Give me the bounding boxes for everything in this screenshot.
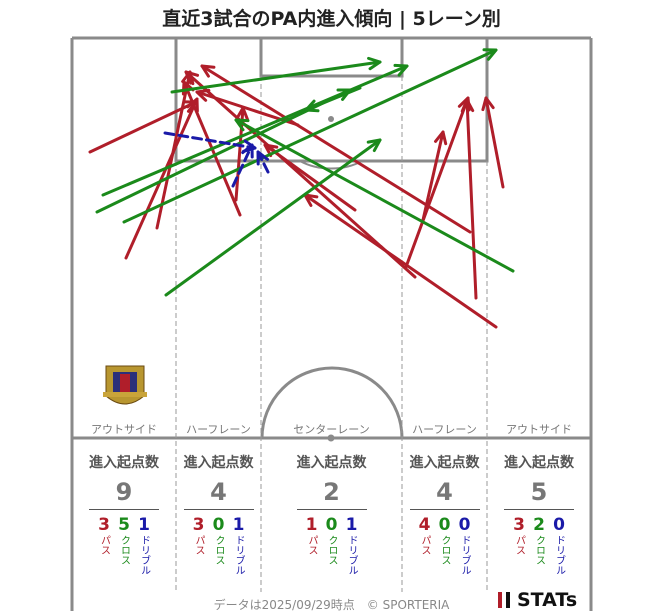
stat-header: 進入起点数	[504, 455, 574, 471]
penalty-arc	[299, 160, 363, 170]
crest-ribbon	[103, 392, 147, 397]
dribble-label: ドリブル	[553, 535, 565, 575]
lane-dividers	[175, 76, 488, 592]
dribble-label: ドリブル	[138, 535, 150, 575]
pass-count: 3	[98, 515, 110, 535]
team-crest	[103, 365, 147, 405]
stat-total: 9	[115, 478, 133, 506]
cross-count: 2	[533, 515, 545, 535]
dribble-count: 1	[345, 515, 358, 535]
stat-total: 4	[210, 478, 227, 506]
pass-label: パス	[419, 535, 430, 555]
pass-count: 3	[513, 515, 525, 535]
stat-header: 進入起点数	[409, 455, 480, 471]
crest-center	[120, 374, 130, 392]
pass-count: 1	[305, 515, 318, 535]
dribble-count: 1	[232, 515, 245, 535]
lane-stats-halfspace-left: 進入起点数 4 3 パス 0 クロス 1 ドリブル	[176, 452, 261, 575]
brand-text: STATs	[517, 589, 578, 611]
dribble-label: ドリブル	[459, 535, 470, 575]
dribble-label: ドリブル	[346, 535, 357, 575]
pass-arrow	[460, 98, 478, 300]
pass-arrow	[124, 97, 199, 260]
penalty-spot	[328, 116, 334, 122]
stat-divider	[504, 509, 574, 510]
cross-label: クロス	[439, 535, 450, 565]
cross-label: クロス	[118, 535, 130, 565]
lane-label-outside-right: アウトサイド	[506, 423, 572, 436]
stat-total: 4	[436, 478, 453, 506]
lane-stats-outside-left: 進入起点数 9 3 パス 5 クロス 1 ドリブル	[72, 452, 176, 575]
dribble-count: 0	[458, 515, 471, 535]
pass-arrow	[421, 130, 448, 222]
lane-stats-halfspace-right: 進入起点数 4 4 パス 0 クロス 0 ドリブル	[402, 452, 487, 575]
cross-label: クロス	[533, 535, 545, 565]
cross-label: クロス	[326, 535, 337, 565]
lane-label-halfspace-right: ハーフレーン	[412, 423, 477, 436]
stat-header: 進入起点数	[89, 455, 159, 471]
cross-arrow	[304, 86, 362, 113]
pass-count: 3	[192, 515, 205, 535]
cross-arrow	[122, 48, 498, 224]
logo-bar-icon	[498, 592, 502, 608]
cross-count: 0	[325, 515, 338, 535]
data-date-footer: データは2025/09/29時点 © SPORTERIA	[213, 598, 450, 612]
cross-count: 5	[118, 515, 130, 535]
logo-bar-icon	[506, 592, 510, 608]
stat-total: 5	[530, 478, 548, 506]
lane-label-halfspace-left: ハーフレーン	[186, 423, 251, 436]
cross-label: クロス	[213, 535, 224, 565]
dribble-count: 1	[138, 515, 150, 535]
pass-label: パス	[98, 535, 110, 555]
entry-arrows	[88, 48, 515, 329]
stats-logo: STATs	[498, 589, 577, 611]
stat-divider	[296, 509, 367, 510]
stat-divider	[409, 509, 480, 510]
pass-label: パス	[193, 535, 204, 555]
lane-stats-outside-right: 進入起点数 5 3 パス 2 クロス 0 ドリブル	[487, 452, 591, 575]
pass-arrow	[481, 96, 505, 189]
pass-arrow	[88, 100, 198, 154]
pass-arrow	[303, 193, 498, 329]
pass-arrow	[263, 143, 357, 212]
lane-stats-center: 進入起点数 2 1 パス 0 クロス 1 ドリブル	[261, 452, 402, 575]
pass-count: 4	[418, 515, 431, 535]
stat-total: 2	[323, 478, 340, 506]
center-spot	[327, 434, 335, 442]
stat-header: 進入起点数	[296, 455, 367, 471]
goal-area	[259, 36, 404, 78]
dribble-label: ドリブル	[233, 535, 244, 575]
stat-divider	[89, 509, 159, 510]
dribble-count: 0	[553, 515, 565, 535]
dribble-arrow	[231, 143, 254, 188]
center-circle	[260, 366, 404, 439]
dribble-arrow	[256, 150, 270, 174]
cross-arrow	[164, 138, 382, 297]
cross-arrow	[234, 118, 515, 273]
stat-header: 進入起点数	[183, 455, 254, 471]
cross-count: 0	[438, 515, 451, 535]
cross-arrow	[170, 56, 382, 94]
lane-label-center: センターレーン	[293, 423, 370, 436]
lane-label-outside-left: アウトサイド	[91, 423, 157, 436]
stat-divider	[183, 509, 254, 510]
pass-label: パス	[513, 535, 525, 555]
cross-count: 0	[212, 515, 225, 535]
pass-label: パス	[306, 535, 317, 555]
chart-title: 直近3試合のPA内進入傾向 | 5レーン別	[162, 8, 501, 30]
